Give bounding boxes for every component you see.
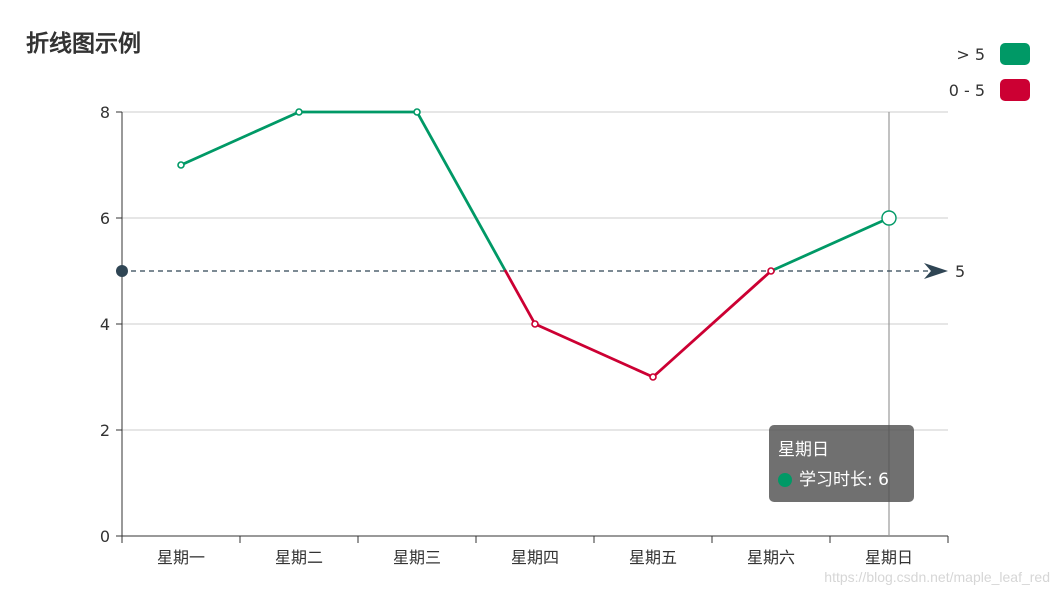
data-point [177,161,185,169]
x-tick-label: 星期三 [393,548,441,567]
series-line-segment [415,110,507,273]
tooltip-series-value: 学习时长: 6 [799,470,889,490]
watermark: https://blog.csdn.net/maple_leaf_red [824,569,1050,585]
y-tick-label: 4 [100,315,110,334]
legend-label-above-5: > 5 [956,44,985,64]
tooltip-series-dot [778,473,792,487]
threshold-start-dot [116,265,128,277]
x-tick-label: 星期六 [747,548,795,567]
threshold-label: 5 [955,262,965,281]
chart-title: 折线图示例 [26,31,141,57]
series-line-segment [769,216,891,273]
legend-swatch-above-5[interactable] [1000,43,1030,65]
data-point [767,267,775,275]
series-line-segment [179,110,301,167]
x-tick-label: 星期日 [865,548,913,567]
series-line-segment [504,269,537,326]
series-line-segment [533,322,655,379]
x-tick-label: 星期二 [275,548,323,567]
data-point [531,320,539,328]
tooltip-row: 学习时长: 6 [778,465,905,495]
x-tick-label: 星期五 [629,548,677,567]
visual-map-legend: > 5 0 - 5 [949,42,1030,114]
legend-item-above-5[interactable]: > 5 [949,42,1030,66]
y-tick-label: 0 [100,527,110,546]
data-point [881,210,897,226]
data-point [295,108,303,116]
series-line-segment [651,269,773,379]
legend-swatch-0-to-5[interactable] [1000,79,1030,101]
legend-label-0-to-5: 0 - 5 [948,80,985,100]
legend-item-0-to-5[interactable]: 0 - 5 [949,78,1030,102]
tooltip: 星期日 学习时长: 6 [769,425,914,502]
tooltip-category: 星期日 [778,440,829,460]
y-tick-label: 8 [100,103,110,122]
y-tick-label: 2 [100,421,110,440]
y-tick-label: 6 [100,209,110,228]
threshold-arrow [924,263,948,279]
x-tick-label: 星期四 [511,548,559,567]
data-point [413,108,421,116]
data-point [649,373,657,381]
x-tick-label: 星期一 [157,548,205,567]
